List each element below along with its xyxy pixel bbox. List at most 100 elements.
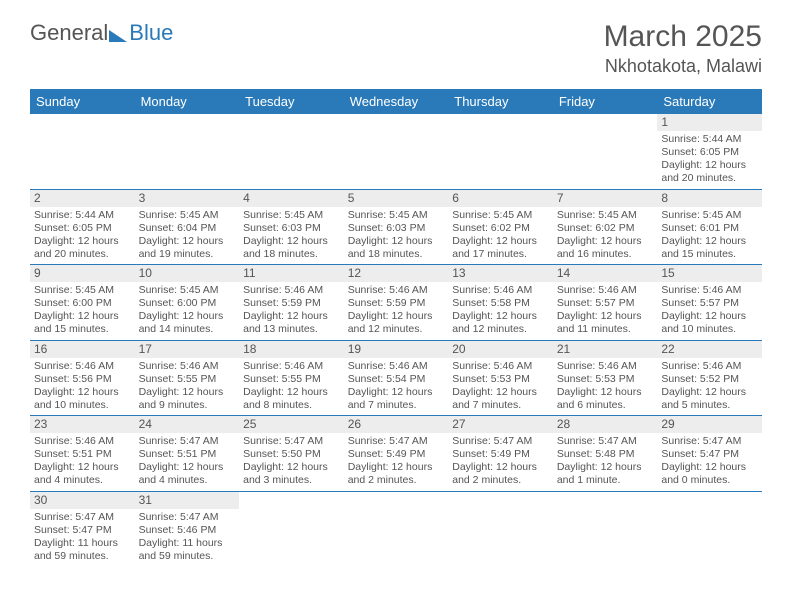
calendar-day-cell: [344, 114, 449, 189]
daylight-text: Daylight: 12 hours and 0 minutes.: [661, 461, 758, 487]
calendar-day-cell: 22Sunrise: 5:46 AMSunset: 5:52 PMDayligh…: [657, 340, 762, 416]
logo-text-general: General: [30, 20, 108, 46]
daylight-text: Daylight: 12 hours and 7 minutes.: [348, 386, 445, 412]
daylight-text: Daylight: 12 hours and 2 minutes.: [348, 461, 445, 487]
day-details: Sunrise: 5:45 AMSunset: 6:04 PMDaylight:…: [139, 209, 236, 262]
day-number: 10: [135, 265, 240, 282]
calendar-day-cell: 15Sunrise: 5:46 AMSunset: 5:57 PMDayligh…: [657, 265, 762, 341]
calendar-day-cell: 25Sunrise: 5:47 AMSunset: 5:50 PMDayligh…: [239, 416, 344, 492]
day-details: Sunrise: 5:45 AMSunset: 6:00 PMDaylight:…: [34, 284, 131, 337]
calendar-day-cell: 26Sunrise: 5:47 AMSunset: 5:49 PMDayligh…: [344, 416, 449, 492]
daylight-text: Daylight: 12 hours and 16 minutes.: [557, 235, 654, 261]
calendar-day-cell: [135, 114, 240, 189]
sunrise-text: Sunrise: 5:46 AM: [243, 360, 340, 373]
day-details: Sunrise: 5:46 AMSunset: 5:58 PMDaylight:…: [452, 284, 549, 337]
calendar-day-cell: [239, 491, 344, 566]
sunset-text: Sunset: 5:59 PM: [243, 297, 340, 310]
sunset-text: Sunset: 6:00 PM: [139, 297, 236, 310]
sunset-text: Sunset: 6:01 PM: [661, 222, 758, 235]
day-number: 4: [239, 190, 344, 207]
sunrise-text: Sunrise: 5:45 AM: [661, 209, 758, 222]
sunset-text: Sunset: 6:05 PM: [661, 146, 758, 159]
daylight-text: Daylight: 12 hours and 18 minutes.: [243, 235, 340, 261]
calendar-day-cell: 21 Sunrise: 5:46 AMSunset: 5:53 PMDayligh…: [553, 340, 658, 416]
calendar-day-cell: 11Sunrise: 5:46 AMSunset: 5:59 PMDayligh…: [239, 265, 344, 341]
calendar-day-cell: 27 Sunrise: 5:47 AMSunset: 5:49 PMDayligh…: [448, 416, 553, 492]
calendar-day-cell: 17Sunrise: 5:46 AMSunset: 5:55 PMDayligh…: [135, 340, 240, 416]
sunset-text: Sunset: 6:02 PM: [452, 222, 549, 235]
day-details: Sunrise: 5:46 AMSunset: 5:53 PMDaylight:…: [452, 360, 549, 413]
day-number: 6: [448, 190, 553, 207]
sunrise-text: Sunrise: 5:45 AM: [139, 209, 236, 222]
sunset-text: Sunset: 5:53 PM: [557, 373, 654, 386]
calendar-week-row: 2Sunrise: 5:44 AMSunset: 6:05 PMDaylight…: [30, 189, 762, 265]
daylight-text: Daylight: 12 hours and 6 minutes.: [557, 386, 654, 412]
calendar-day-cell: 7Sunrise: 5:45 AMSunset: 6:02 PMDaylight…: [553, 189, 658, 265]
day-details: Sunrise: 5:45 AMSunset: 6:02 PMDaylight:…: [452, 209, 549, 262]
sunset-text: Sunset: 5:59 PM: [348, 297, 445, 310]
weekday-header: Tuesday: [239, 89, 344, 114]
sunrise-text: Sunrise: 5:47 AM: [452, 435, 549, 448]
sunrise-text: Sunrise: 5:44 AM: [34, 209, 131, 222]
daylight-text: Daylight: 12 hours and 7 minutes.: [452, 386, 549, 412]
sunrise-text: Sunrise: 5:46 AM: [661, 360, 758, 373]
sunset-text: Sunset: 5:58 PM: [452, 297, 549, 310]
calendar-day-cell: 12 Sunrise: 5:46 AMSunset: 5:59 PMDayligh…: [344, 265, 449, 341]
day-details: Sunrise: 5:46 AMSunset: 5:55 PMDaylight:…: [139, 360, 236, 413]
calendar-day-cell: 10Sunrise: 5:45 AMSunset: 6:00 PMDayligh…: [135, 265, 240, 341]
calendar-day-cell: 2Sunrise: 5:44 AMSunset: 6:05 PMDaylight…: [30, 189, 135, 265]
day-number: 13: [448, 265, 553, 282]
day-number: 19: [344, 341, 449, 358]
sunrise-text: Sunrise: 5:47 AM: [139, 511, 236, 524]
calendar-day-cell: [448, 114, 553, 189]
day-details: Sunrise: 5:45 AMSunset: 6:02 PMDaylight:…: [557, 209, 654, 262]
day-details: Sunrise: 5:47 AMSunset: 5:49 PMDaylight:…: [452, 435, 549, 488]
daylight-text: Daylight: 12 hours and 5 minutes.: [661, 386, 758, 412]
sunrise-text: Sunrise: 5:45 AM: [34, 284, 131, 297]
sunset-text: Sunset: 5:53 PM: [452, 373, 549, 386]
sunset-text: Sunset: 5:56 PM: [34, 373, 131, 386]
calendar-day-cell: 6 Sunrise: 5:45 AMSunset: 6:02 PMDaylight…: [448, 189, 553, 265]
sunset-text: Sunset: 5:47 PM: [34, 524, 131, 537]
day-number: 5: [344, 190, 449, 207]
sunrise-text: Sunrise: 5:47 AM: [34, 511, 131, 524]
sunset-text: Sunset: 5:55 PM: [139, 373, 236, 386]
calendar-day-cell: 23Sunrise: 5:46 AMSunset: 5:51 PMDayligh…: [30, 416, 135, 492]
day-details: Sunrise: 5:47 AMSunset: 5:47 PMDaylight:…: [661, 435, 758, 488]
sunset-text: Sunset: 5:57 PM: [557, 297, 654, 310]
sunset-text: Sunset: 6:05 PM: [34, 222, 131, 235]
sunset-text: Sunset: 6:00 PM: [34, 297, 131, 310]
calendar-day-cell: 30Sunrise: 5:47 AMSunset: 5:47 PMDayligh…: [30, 491, 135, 566]
day-details: Sunrise: 5:46 AMSunset: 5:59 PMDaylight:…: [348, 284, 445, 337]
day-number: 27: [448, 416, 553, 433]
sunset-text: Sunset: 6:04 PM: [139, 222, 236, 235]
sunset-text: Sunset: 6:03 PM: [348, 222, 445, 235]
sunset-text: Sunset: 6:02 PM: [557, 222, 654, 235]
calendar-day-cell: 31Sunrise: 5:47 AMSunset: 5:46 PMDayligh…: [135, 491, 240, 566]
daylight-text: Daylight: 12 hours and 10 minutes.: [34, 386, 131, 412]
day-number: 31: [135, 492, 240, 509]
daylight-text: Daylight: 12 hours and 2 minutes.: [452, 461, 549, 487]
day-details: Sunrise: 5:46 AMSunset: 5:53 PMDaylight:…: [557, 360, 654, 413]
sunset-text: Sunset: 5:55 PM: [243, 373, 340, 386]
calendar-day-cell: [30, 114, 135, 189]
calendar-day-cell: 1Sunrise: 5:44 AMSunset: 6:05 PMDaylight…: [657, 114, 762, 189]
calendar-day-cell: [448, 491, 553, 566]
day-number: 26: [344, 416, 449, 433]
daylight-text: Daylight: 12 hours and 19 minutes.: [139, 235, 236, 261]
daylight-text: Daylight: 12 hours and 17 minutes.: [452, 235, 549, 261]
day-number: 21: [553, 341, 658, 358]
sunrise-text: Sunrise: 5:46 AM: [348, 284, 445, 297]
sunrise-text: Sunrise: 5:47 AM: [661, 435, 758, 448]
sunset-text: Sunset: 5:49 PM: [452, 448, 549, 461]
sunset-text: Sunset: 6:03 PM: [243, 222, 340, 235]
day-number: 12: [344, 265, 449, 282]
day-number: 11: [239, 265, 344, 282]
day-details: Sunrise: 5:47 AMSunset: 5:51 PMDaylight:…: [139, 435, 236, 488]
daylight-text: Daylight: 12 hours and 4 minutes.: [139, 461, 236, 487]
day-number: 3: [135, 190, 240, 207]
logo-text-blue: Blue: [129, 20, 173, 46]
sunrise-text: Sunrise: 5:46 AM: [243, 284, 340, 297]
calendar-day-cell: 28Sunrise: 5:47 AMSunset: 5:48 PMDayligh…: [553, 416, 658, 492]
day-number: 24: [135, 416, 240, 433]
